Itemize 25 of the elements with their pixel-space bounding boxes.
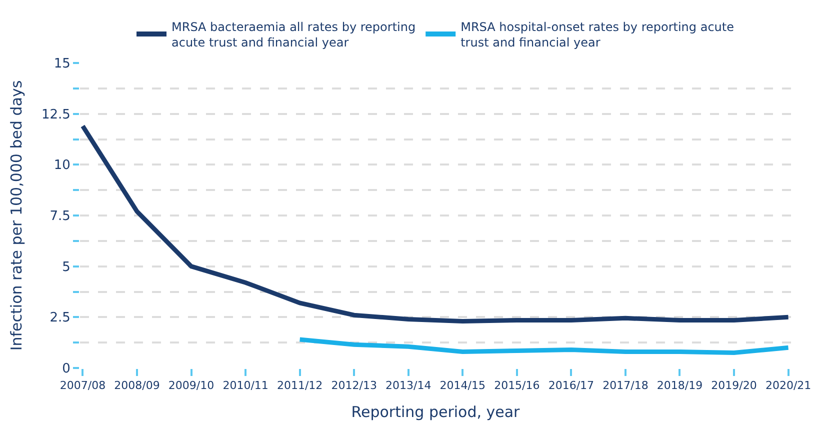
x-tick-label: 2012/13 [331, 379, 377, 392]
x-tick-label: 2016/17 [548, 379, 594, 392]
y-axis-title: Infection rate per 100,000 bed days [8, 80, 26, 351]
y-tick-label: 5 [62, 260, 70, 275]
x-tick-label: 2017/18 [602, 379, 648, 392]
x-tick-label: 2019/20 [711, 379, 757, 392]
x-tick-label: 2008/09 [114, 379, 160, 392]
x-tick-label: 2011/12 [276, 379, 323, 392]
y-tick-label: 7.5 [50, 209, 70, 224]
legend-label: MRSA bacteraemia all rates by reporting acute trust and financial year [172, 20, 416, 50]
x-tick-label: 2007/08 [60, 379, 106, 392]
x-tick-label: 2010/11 [222, 379, 268, 392]
y-tick-label: 10 [54, 158, 70, 174]
y-tick-label: 12.5 [41, 107, 70, 122]
y-tick-label: 2.5 [50, 310, 70, 326]
x-tick-label: 2013/14 [386, 379, 432, 392]
y-tick-label: 15 [54, 56, 70, 72]
legend-label: MRSA hospital-onset rates by reporting acute trust and financial year [460, 20, 734, 50]
x-tick-label: 2014/15 [440, 379, 486, 392]
x-tick-label: 2020/21 [765, 379, 812, 392]
y-tick-label: 0 [62, 362, 70, 377]
x-axis-title: Reporting period, year [351, 403, 521, 422]
x-tick-label: 2018/19 [656, 379, 703, 392]
x-tick-label: 2015/16 [494, 379, 540, 392]
x-tick-label: 2009/10 [168, 379, 214, 392]
